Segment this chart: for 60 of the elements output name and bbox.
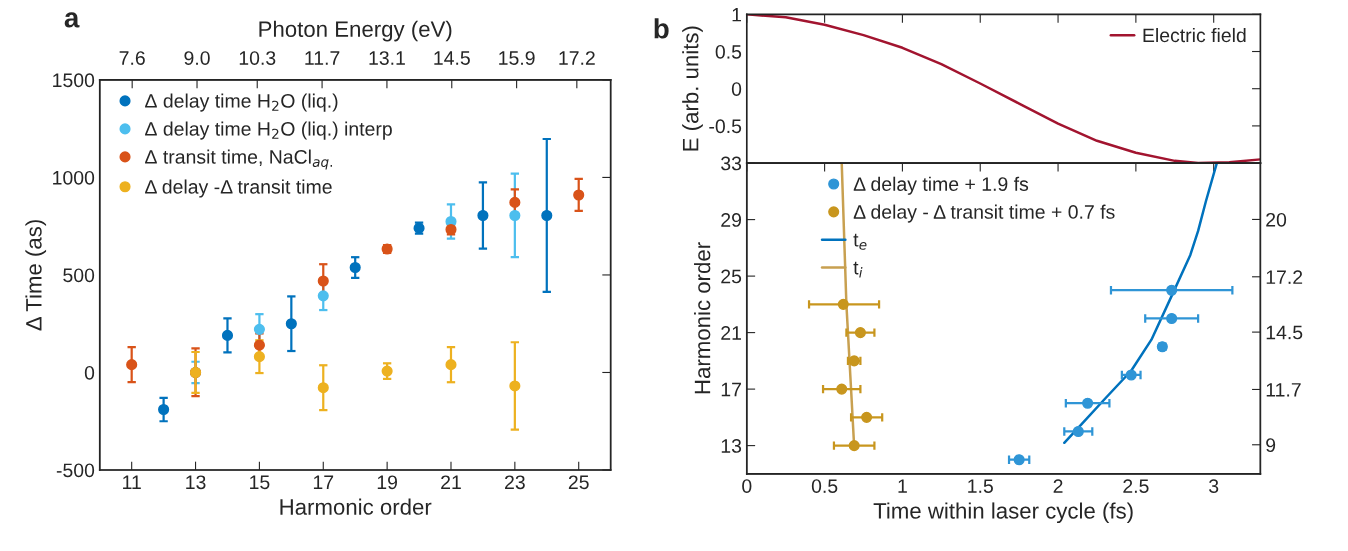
y2-tick-label: 11.7 xyxy=(1266,383,1301,397)
x-tick-label: 2.5 xyxy=(1123,479,1149,493)
legend-label: t$_{i}$ xyxy=(853,261,863,278)
x-tick-label: 23 xyxy=(505,475,525,490)
x-axis-title: Harmonic order xyxy=(280,498,432,515)
text: b xyxy=(654,18,669,39)
y-tick-label: 17 xyxy=(721,382,741,397)
y-tick-label: 13 xyxy=(721,439,742,453)
x-axis-title: Time within laser cycle (fs) xyxy=(873,502,1133,524)
y-tick-label: 25 xyxy=(721,269,742,284)
x-tick-label: 0.5 xyxy=(811,479,838,493)
x-tick-label: 19 xyxy=(377,475,398,490)
y-tick-label: 29 xyxy=(721,213,742,227)
x-tick-label: 25 xyxy=(568,475,589,490)
x2-tick-label: 10.3 xyxy=(239,51,276,65)
y-tick-label: 33 xyxy=(721,156,742,171)
legend-label: Δ delay time H$_{2}$O (liq.) interp xyxy=(145,121,392,140)
y-tick-label: 0.5 xyxy=(715,44,742,59)
y-tick-label: 1000 xyxy=(53,170,95,185)
x2-tick-label: 7.6 xyxy=(119,51,145,65)
y-axis-title: Harmonic order xyxy=(694,242,711,394)
x2-tick-label: 15.9 xyxy=(499,51,535,65)
legend-label: Δ delay time H$_{2}$O (liq.) xyxy=(145,93,338,112)
y-tick-label: 0 xyxy=(731,82,742,96)
y-axis-title: E (arb. units) xyxy=(682,26,703,151)
x-tick-label: 11 xyxy=(123,475,141,489)
legend-label: Electric field xyxy=(1143,27,1246,43)
x2-tick-label: 13.1 xyxy=(369,51,405,65)
y-tick-label: -0.5 xyxy=(709,119,742,134)
y-tick-label: 0 xyxy=(84,365,95,380)
y-tick-label: 500 xyxy=(63,268,95,283)
y-tick-label: -500 xyxy=(56,463,95,478)
legend-label: t$_{e}$ xyxy=(853,233,867,250)
legend-label: Δ delay time + 1.9 fs xyxy=(853,176,1029,195)
text: a xyxy=(64,12,80,28)
y2-tick-label: 17.2 xyxy=(1266,270,1303,284)
x-tick-label: 1 xyxy=(898,479,907,493)
x-tick-label: 21 xyxy=(441,475,461,489)
y-tick-label: 21 xyxy=(721,326,741,340)
y-axis-title: Δ Time (as) xyxy=(25,220,47,331)
y-tick-label: 1 xyxy=(732,7,741,22)
legend-label: Δ transit time, NaCl$_{aq.}$ xyxy=(145,149,332,170)
x-tick-label: 17 xyxy=(313,475,334,489)
x2-tick-label: 11.7 xyxy=(305,51,340,65)
x-tick-label: 3 xyxy=(1209,479,1219,493)
y2-tick-label: 14.5 xyxy=(1266,325,1303,340)
legend-label: Δ delay -Δ transit time xyxy=(145,179,332,198)
y-tick-label: 1500 xyxy=(53,73,95,88)
x2-tick-label: 9.0 xyxy=(184,51,210,65)
x-tick-label: 13 xyxy=(186,475,206,490)
x2-axis-title: Photon Energy (eV) xyxy=(259,20,452,42)
x2-tick-label: 17.2 xyxy=(559,51,595,65)
y2-tick-label: 20 xyxy=(1266,212,1287,227)
legend-label: Δ delay - Δ transit time + 0.7 fs xyxy=(853,204,1115,223)
x2-tick-label: 14.5 xyxy=(434,51,470,65)
y2-tick-label: 9 xyxy=(1266,438,1276,453)
x-tick-label: 2 xyxy=(1053,479,1063,493)
x-tick-label: 15 xyxy=(250,475,270,490)
x-tick-label: 1.5 xyxy=(968,479,993,493)
x-tick-label: 0 xyxy=(742,479,752,493)
